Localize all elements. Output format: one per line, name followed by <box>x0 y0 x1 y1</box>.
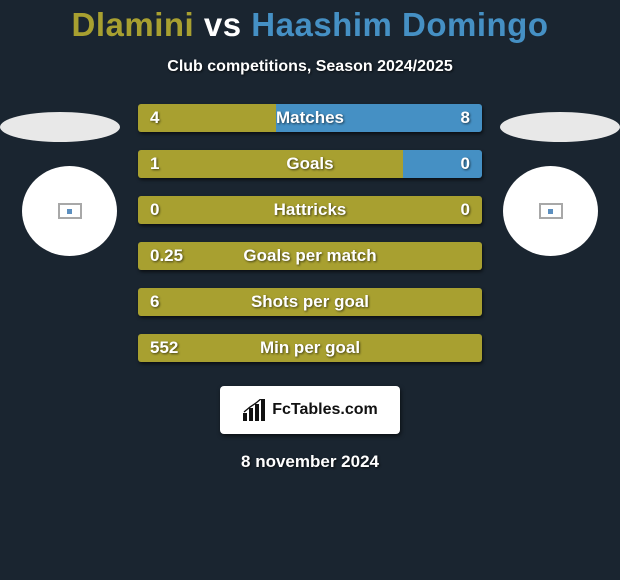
player2-name: Haashim Domingo <box>251 6 548 43</box>
chart-stage: Matches48 Goals10 Hattricks00 Goals per mat… <box>0 104 620 384</box>
stat-bar-row: Hattricks00 <box>138 196 482 224</box>
player2-badge-circle <box>503 166 598 256</box>
stat-bar-row: Matches48 <box>138 104 482 132</box>
footer-date: 8 november 2024 <box>0 452 620 472</box>
comparison-title: Dlamini vs Haashim Domingo <box>0 0 620 44</box>
stat-bar-row: Min per goal552 <box>138 334 482 362</box>
logo-bars-icon <box>242 399 268 421</box>
bar-segment-p1 <box>138 150 403 178</box>
bars-container: Matches48 Goals10 Hattricks00 Goals per mat… <box>138 104 482 380</box>
decor-ellipse-right <box>500 112 620 142</box>
bar-segment-p1 <box>138 242 482 270</box>
subtitle: Club competitions, Season 2024/2025 <box>0 58 620 76</box>
logo-text: FcTables.com <box>272 401 378 419</box>
bar-segment-p1 <box>138 104 276 132</box>
stat-bar-row: Goals10 <box>138 150 482 178</box>
bar-segment-p1 <box>138 196 482 224</box>
bar-segment-p1 <box>138 288 482 316</box>
bar-segment-p2 <box>403 150 482 178</box>
decor-ellipse-left <box>0 112 120 142</box>
fctables-logo: FcTables.com <box>220 386 400 434</box>
placeholder-flag-icon <box>58 203 82 219</box>
stat-bar-row: Goals per match0.25 <box>138 242 482 270</box>
bar-segment-p1 <box>138 334 482 362</box>
bar-segment-p2 <box>276 104 482 132</box>
placeholder-flag-icon <box>539 203 563 219</box>
player1-badge-circle <box>22 166 117 256</box>
vs-text: vs <box>204 6 242 43</box>
player1-name: Dlamini <box>72 6 195 43</box>
stat-bar-row: Shots per goal6 <box>138 288 482 316</box>
